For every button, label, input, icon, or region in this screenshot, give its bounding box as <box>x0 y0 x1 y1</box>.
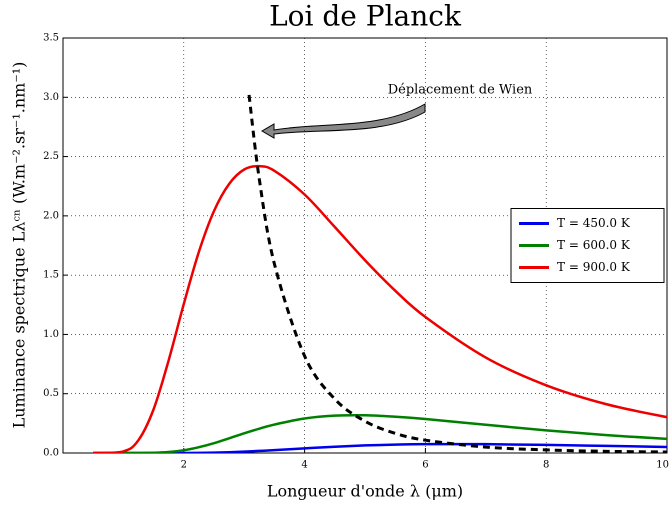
series-line <box>93 442 667 453</box>
y-tick-label: 1.0 <box>43 329 59 340</box>
x-tick-label: 2 <box>181 460 187 471</box>
legend-label: T = 900.0 K <box>557 260 631 274</box>
y-tick-label: 3.0 <box>43 92 59 103</box>
series-line <box>93 164 667 453</box>
y-tick-label: 0.5 <box>43 388 59 399</box>
x-tick-label: 10 <box>656 460 669 471</box>
x-tick-label: 8 <box>543 460 549 471</box>
y-tick-label: 1.5 <box>43 270 59 281</box>
legend-label: T = 450.0 K <box>557 216 631 230</box>
series-line <box>93 413 667 453</box>
y-axis-label: Luminance spectrique Lλᶜⁿ (W.m⁻².sr⁻¹.nm… <box>10 62 29 429</box>
y-tick-label: 2.5 <box>43 151 59 162</box>
legend-label: T = 600.0 K <box>557 238 631 252</box>
y-tick-label: 3.5 <box>43 33 59 44</box>
x-axis-label: Longueur d'onde λ (μm) <box>267 482 463 501</box>
chart-title: Loi de Planck <box>269 0 462 33</box>
plot-frame <box>62 37 668 454</box>
y-tick-label: 2.0 <box>43 210 59 221</box>
annotation-arrow <box>261 103 426 139</box>
series-line <box>247 94 667 453</box>
x-tick-label: 4 <box>301 460 307 471</box>
y-tick-label: 0.0 <box>43 448 59 459</box>
annotation: Déplacement de Wien <box>388 83 533 98</box>
x-tick-label: 6 <box>422 460 428 471</box>
